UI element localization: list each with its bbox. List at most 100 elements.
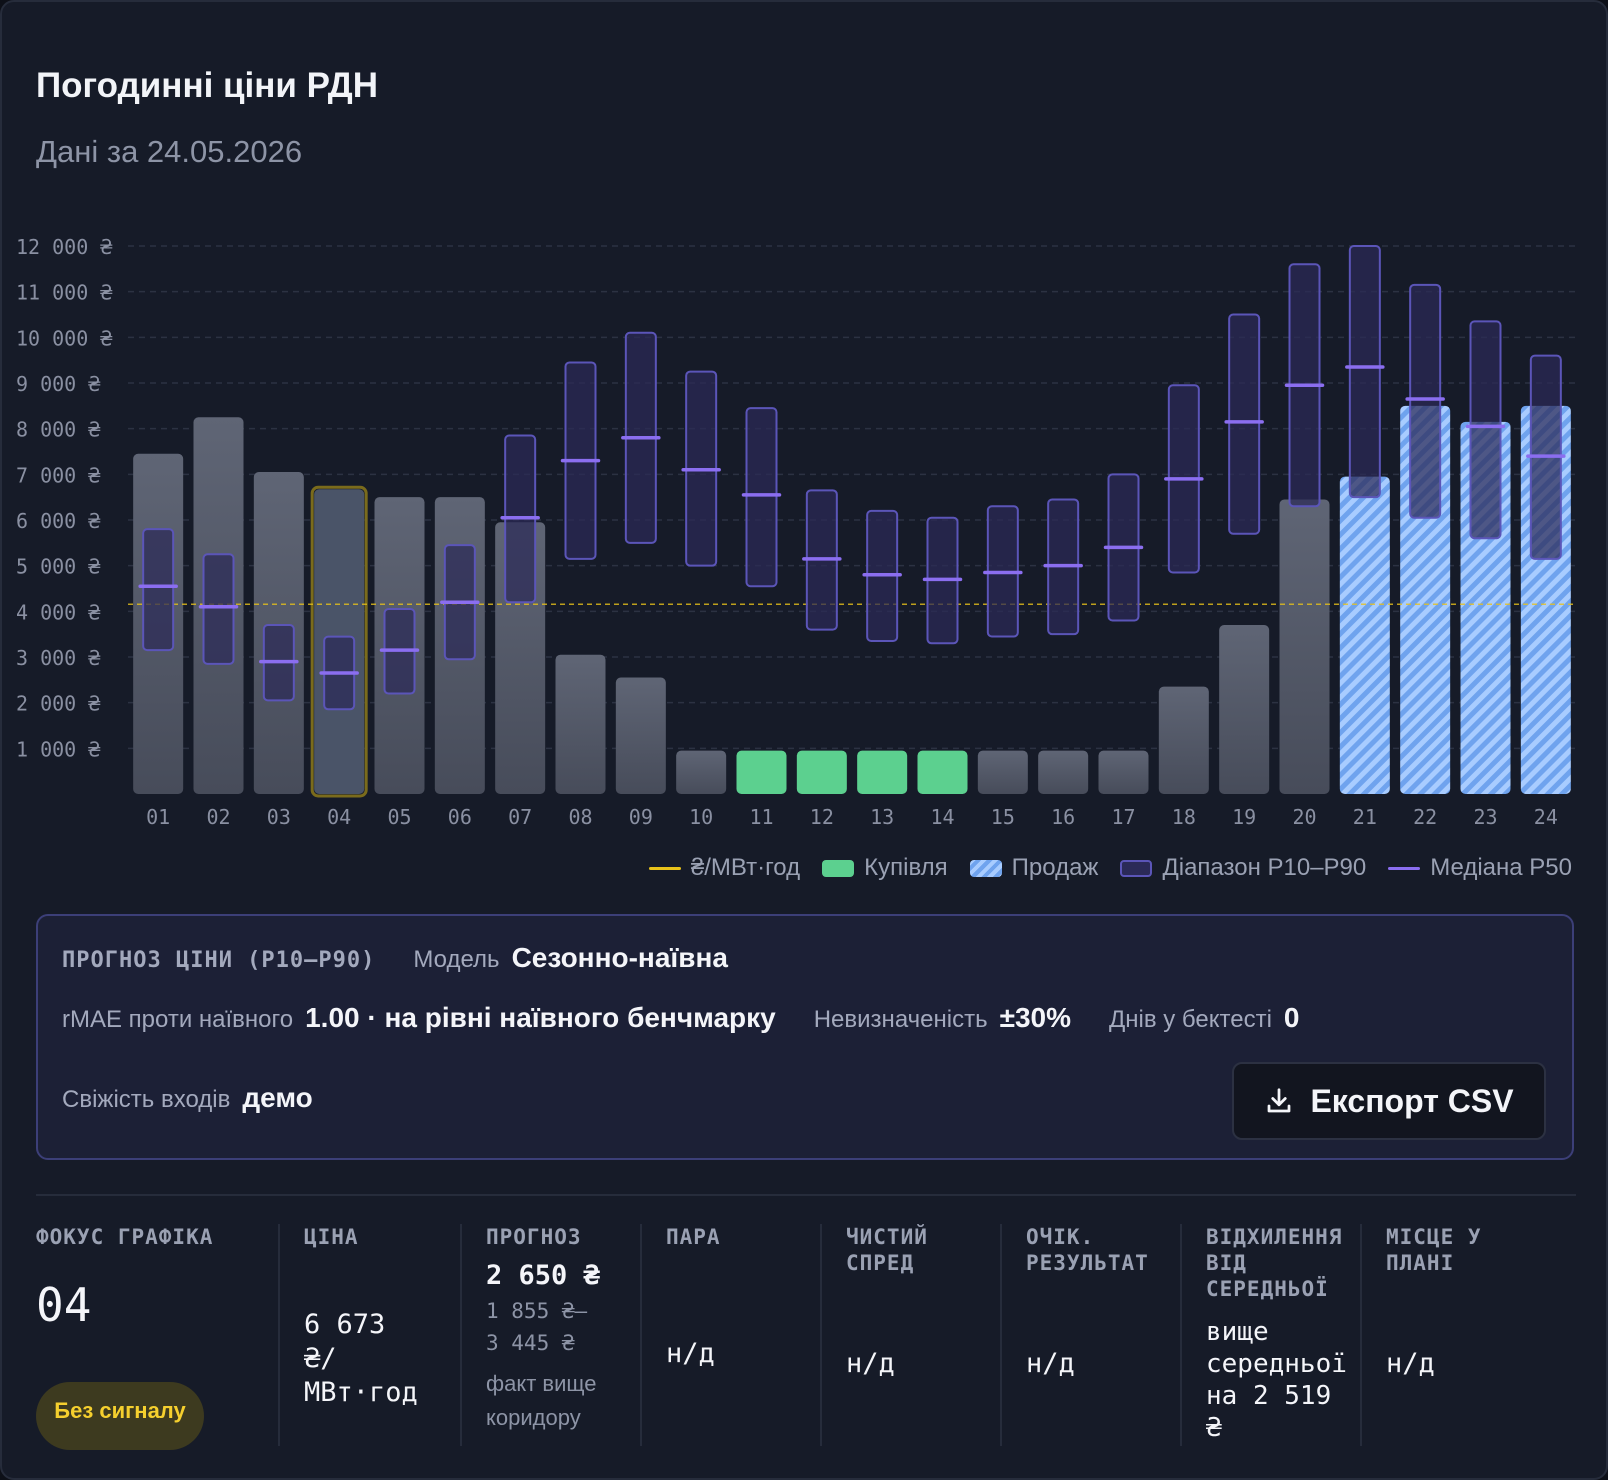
bar-19 — [1219, 625, 1270, 794]
x-tick-label: 10 — [689, 805, 713, 829]
uncertainty-value: ±30% — [999, 1002, 1071, 1033]
x-tick-label: 24 — [1534, 805, 1558, 829]
stat-pair: ПАРА н/д — [640, 1224, 820, 1446]
stat-forecast-range1: 1 855 ₴– — [486, 1299, 588, 1323]
bar-11 — [736, 750, 787, 794]
no-signal-badge: Без сигналу — [36, 1382, 204, 1450]
stat-forecast-note2: коридору — [486, 1405, 581, 1430]
stat-result-label1: ОЧІК. — [1026, 1225, 1095, 1249]
stat-focus-value: 04 — [36, 1278, 92, 1332]
bar-12 — [796, 750, 847, 794]
x-tick-label: 23 — [1473, 805, 1497, 829]
stat-place-label2: ПЛАНІ — [1386, 1251, 1455, 1275]
stat-deviation-label3: СЕРЕДНЬОЇ — [1206, 1277, 1329, 1301]
p10-p90-range-19 — [1228, 313, 1261, 535]
x-tick-label: 09 — [629, 805, 653, 829]
x-tick-label: 03 — [267, 805, 291, 829]
legend-item-median[interactable]: Медіана P50 — [1388, 854, 1572, 882]
forecast-label: ПРОГНОЗ ЦІНИ (P10–P90) — [62, 948, 376, 973]
freshness-label: Свіжість входів — [62, 1086, 231, 1113]
bar-14 — [917, 750, 968, 794]
stat-price-line1: 6 673 — [304, 1309, 386, 1340]
y-tick-label: 9 000 ₴ — [16, 372, 101, 396]
y-tick-label: 6 000 ₴ — [16, 509, 101, 533]
bar-09 — [615, 677, 666, 794]
hourly-price-chart: 12 000 ₴ 11 000 ₴ 10 000 ₴ 9 000 ₴ 8 000 ₴ 7 … — [16, 235, 1576, 829]
stat-deviation-line3: на 2 519 — [1206, 1381, 1332, 1411]
y-tick-label: 2 000 ₴ — [16, 692, 101, 716]
legend-median-label: Медіана P50 — [1430, 854, 1572, 881]
x-tick-label: 08 — [568, 805, 592, 829]
p10-p90-range-22 — [1409, 283, 1442, 519]
y-tick-label: 5 000 ₴ — [16, 555, 101, 579]
p10-p90-range-11 — [745, 407, 778, 588]
x-tick-label: 16 — [1051, 805, 1075, 829]
focus-stats: ФОКУС ГРАФІКА 04 Без сигналу ЦІНА 6 673 … — [36, 1224, 1576, 1450]
section-divider — [36, 1194, 1576, 1196]
legend-item-sell[interactable]: Продаж — [969, 854, 1099, 882]
p10-p90-range-01 — [142, 528, 175, 652]
bar-15 — [977, 750, 1028, 794]
stat-result-value: н/д — [1026, 1348, 1075, 1379]
legend-avg-label: ₴/МВт·год — [690, 854, 801, 881]
bar-20 — [1279, 499, 1330, 794]
x-tick-label: 20 — [1292, 805, 1316, 829]
stat-forecast-value: 2 650 ₴ — [486, 1260, 600, 1291]
x-tick-label: 21 — [1353, 805, 1377, 829]
x-tick-label: 19 — [1232, 805, 1256, 829]
bar-16 — [1038, 750, 1089, 794]
focus-highlight — [310, 485, 368, 798]
bar-18 — [1158, 686, 1209, 794]
y-tick-label: 8 000 ₴ — [16, 418, 101, 442]
stat-deviation-line2: середньої — [1206, 1349, 1347, 1379]
x-tick-label: 17 — [1111, 805, 1135, 829]
legend-sell-swatch — [969, 859, 1002, 877]
legend-sell-label: Продаж — [1011, 854, 1099, 881]
y-tick-label: 1 000 ₴ — [16, 737, 101, 761]
freshness-value: демо — [242, 1082, 313, 1113]
export-csv-button[interactable]: Експорт CSV — [1232, 1062, 1546, 1140]
model-label: Модель — [413, 946, 500, 973]
bar-21 — [1339, 476, 1390, 794]
legend-range-label: Діапазон P10–P90 — [1162, 854, 1367, 881]
stat-result: ОЧІК. РЕЗУЛЬТАТ н/д — [1000, 1224, 1180, 1446]
legend-item-range[interactable]: Діапазон P10–P90 — [1120, 854, 1366, 882]
bar-08 — [555, 654, 606, 794]
stat-place-label1: МІСЦЕ У — [1386, 1225, 1482, 1249]
x-tick-label: 01 — [146, 805, 170, 829]
stat-spread-label2: СПРЕД — [846, 1251, 915, 1275]
rmae-label: rMAE проти наївного — [62, 1006, 294, 1033]
legend-item-avg[interactable]: ₴/МВт·год — [648, 854, 801, 882]
legend-avg-swatch — [648, 866, 681, 870]
stat-price: ЦІНА 6 673 ₴/ МВт·год — [278, 1224, 460, 1446]
p10-p90-range-23 — [1469, 320, 1502, 540]
p10-p90-range-21 — [1348, 245, 1381, 499]
stat-forecast-range2: 3 445 ₴ — [486, 1331, 575, 1355]
stat-forecast: ПРОГНОЗ 2 650 ₴ 1 855 ₴– 3 445 ₴ факт ви… — [460, 1224, 640, 1446]
legend-range-swatch — [1120, 859, 1153, 877]
stat-forecast-label: ПРОГНОЗ — [486, 1225, 582, 1249]
x-tick-label: 05 — [387, 805, 411, 829]
page-subtitle: Дані за 24.05.2026 — [36, 134, 303, 169]
stat-price-value: 6 673 ₴/ МВт·год — [304, 1308, 460, 1410]
x-tick-label: 15 — [991, 805, 1015, 829]
x-tick-label: 02 — [206, 805, 230, 829]
uncertainty-label: Невизначеність — [813, 1006, 988, 1033]
download-icon — [1268, 1088, 1291, 1113]
stat-deviation-line4: ₴ — [1206, 1413, 1222, 1443]
y-tick-label: 3 000 ₴ — [16, 646, 101, 670]
x-tick-label: 14 — [930, 805, 954, 829]
legend-item-buy[interactable]: Купівля — [822, 854, 948, 882]
x-tick-label: 22 — [1413, 805, 1437, 829]
x-tick-label: 06 — [448, 805, 472, 829]
bar-13 — [857, 750, 908, 794]
stat-spread: ЧИСТИЙ СПРЕД н/д — [820, 1224, 1000, 1446]
stat-place-value: н/д — [1386, 1348, 1435, 1379]
y-tick-label: 7 000 ₴ — [16, 463, 101, 487]
stat-pair-label: ПАРА — [666, 1225, 721, 1249]
stat-deviation-label1: ВІДХИЛЕННЯ — [1206, 1225, 1343, 1249]
p10-p90-range-02 — [202, 553, 235, 665]
x-tick-label: 13 — [870, 805, 894, 829]
bar-17 — [1098, 750, 1149, 794]
